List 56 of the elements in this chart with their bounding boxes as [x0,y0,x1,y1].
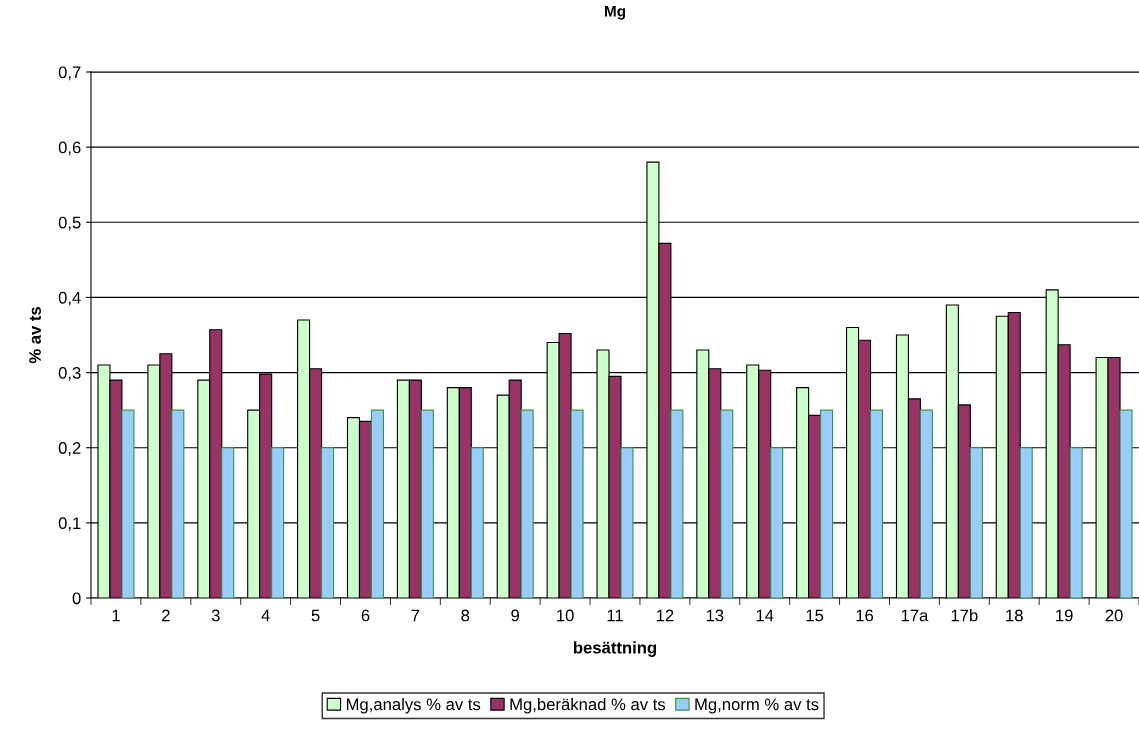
x-axis-title: besättning [573,641,657,657]
y-tick-label: 0,3 [58,366,81,381]
bar [820,409,834,598]
x-tick-label: 11 [607,609,623,622]
x-tick-label: 14 [756,609,774,622]
bar [321,447,335,598]
chart-title: Mg [604,5,626,20]
bar [221,447,235,598]
x-tick-label: 17b [951,609,978,622]
x-tick-label: 20 [1105,609,1123,622]
bar [121,409,135,598]
bar [370,409,384,598]
x-tick-label: 3 [211,609,220,622]
bar [1019,447,1033,598]
bar [969,447,983,598]
bar [670,409,684,598]
bar [720,409,734,598]
x-tick-label: 17a [901,609,929,622]
bar [620,447,634,598]
y-tick-label: 0,5 [58,216,81,231]
x-tick-label: 6 [361,609,370,622]
x-tick-label: 5 [311,609,320,622]
x-tick-label: 4 [261,609,270,622]
legend-label: Mg,norm % av ts [695,698,819,714]
bar [570,409,584,598]
x-tick-label: 12 [656,609,674,622]
y-tick-label: 0 [72,592,81,605]
legend-label: Mg,beräknad % av ts [510,698,666,714]
y-tick-label: 0,2 [58,442,81,456]
bar [869,409,884,598]
y-tick-label: 0,1 [58,517,81,532]
legend-label: Mg,analys % av ts [346,698,481,714]
bar [1119,409,1133,598]
x-tick-label: 13 [706,609,724,622]
x-tick-label: 18 [1006,609,1023,622]
bar [770,447,784,598]
x-tick-label: 7 [411,609,420,622]
bar [919,409,933,598]
bar [420,409,434,598]
bar [520,409,534,598]
x-tick-label: 19 [1056,609,1073,622]
x-tick-label: 2 [162,609,170,622]
bar [1069,447,1083,598]
bar [271,447,285,598]
y-tick-label: 0,4 [58,291,81,306]
x-tick-label: 1 [112,609,120,622]
x-tick-label: 8 [461,609,470,622]
y-tick-label: 0,7 [58,66,81,81]
x-tick-label: 10 [557,609,574,622]
bar [171,409,185,598]
x-tick-label: 15 [806,609,824,622]
bar [470,447,484,598]
x-tick-label: 16 [856,609,874,622]
y-tick-label: 0,6 [58,141,81,156]
y-axis-title: % av ts [29,306,41,364]
x-tick-label: 9 [511,609,520,622]
